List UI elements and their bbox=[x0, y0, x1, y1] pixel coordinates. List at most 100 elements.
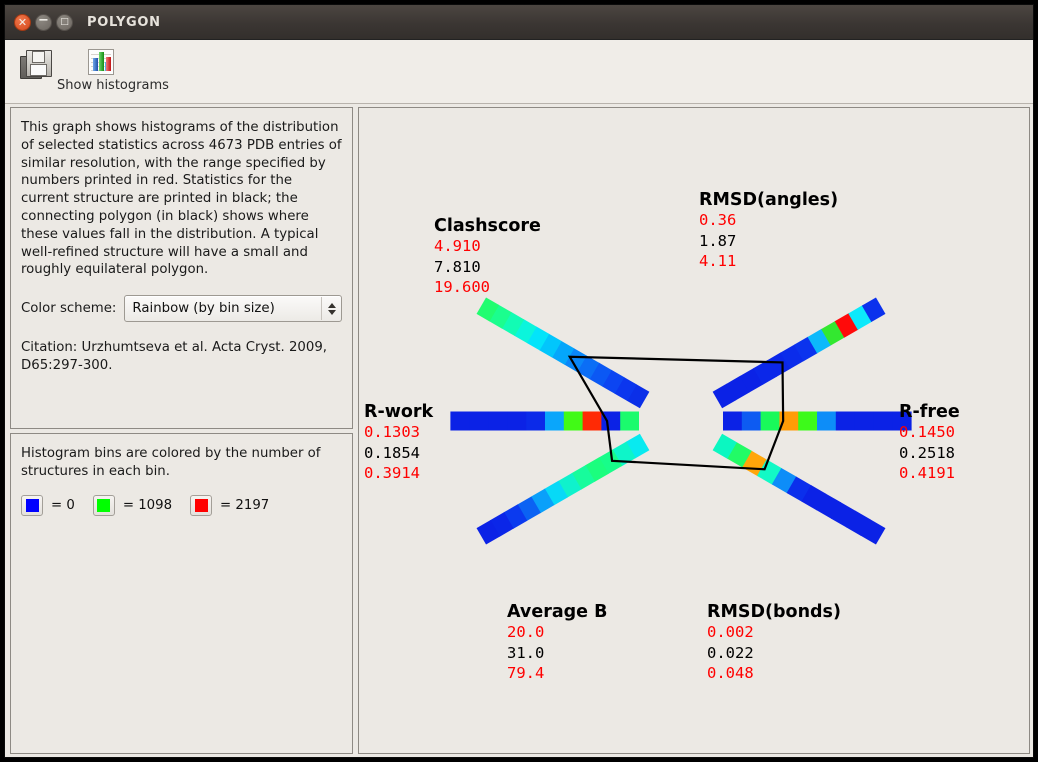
histogram-bin bbox=[503, 504, 528, 529]
histogram-bin bbox=[469, 411, 489, 431]
color-scheme-label: Color scheme: bbox=[21, 301, 117, 317]
color-scheme-row: Color scheme: Rainbow (by bin size) bbox=[21, 295, 342, 323]
histogram-bin bbox=[525, 411, 545, 431]
info-panel: This graph shows histograms of the distr… bbox=[10, 107, 353, 429]
histogram-bin bbox=[601, 369, 625, 394]
chevron-up-icon bbox=[327, 302, 336, 308]
connecting-polygon bbox=[567, 355, 785, 471]
histogram-bin bbox=[490, 512, 514, 537]
histogram-bin bbox=[489, 304, 512, 329]
axis-label-average-b: Average B 20.0 31.0 79.4 bbox=[507, 602, 608, 683]
close-icon: ✕ bbox=[17, 15, 28, 29]
save-button[interactable] bbox=[19, 46, 53, 80]
histogram-bin bbox=[854, 411, 874, 431]
window-minimize-button[interactable]: − bbox=[35, 13, 52, 31]
histogram-bin bbox=[860, 519, 886, 545]
histogram-bin bbox=[625, 433, 650, 459]
polygon-svg bbox=[450, 297, 912, 545]
window-maximize-button[interactable]: □ bbox=[56, 13, 73, 31]
histogram-bin bbox=[835, 411, 856, 431]
histogram-bin bbox=[576, 355, 600, 380]
histogram-bin bbox=[476, 519, 501, 545]
polygon-window: ✕ − □ POLYGON bbox=[4, 4, 1034, 758]
histogram-bin bbox=[551, 340, 575, 365]
histogram-bin bbox=[600, 411, 621, 431]
window-close-button[interactable]: ✕ bbox=[14, 13, 31, 31]
legend-swatch-green bbox=[92, 494, 115, 516]
histogram-bin bbox=[514, 319, 537, 344]
histogram-bin bbox=[834, 313, 859, 338]
axis-label-r-work: R-work 0.1303 0.1854 0.3914 bbox=[364, 402, 434, 483]
histogram-bin bbox=[798, 411, 818, 431]
save-floppy-icon bbox=[19, 46, 53, 80]
legend-panel: Histogram bins are colored by the number… bbox=[10, 433, 353, 754]
histogram-bin bbox=[506, 411, 527, 431]
histogram-bin bbox=[794, 336, 818, 362]
show-histograms-label: Show histograms bbox=[57, 78, 169, 93]
color-scheme-value: Rainbow (by bin size) bbox=[132, 301, 275, 317]
axis-label-r-free: R-free 0.1450 0.2518 0.4191 bbox=[899, 402, 960, 483]
histogram-bin bbox=[614, 377, 637, 401]
histogram-bin bbox=[760, 411, 780, 431]
histogram-bin bbox=[530, 488, 555, 514]
legend-description: Histogram bins are colored by the number… bbox=[21, 446, 321, 479]
histogram-bin bbox=[598, 449, 623, 475]
toolbar: Show histograms bbox=[5, 40, 1033, 104]
histogram-bars-icon bbox=[85, 46, 119, 80]
histogram-bin bbox=[612, 441, 636, 467]
title-bar: ✕ − □ POLYGON bbox=[5, 5, 1033, 40]
histogram-bin bbox=[712, 383, 737, 409]
histogram-bin bbox=[807, 328, 832, 354]
histogram-bin bbox=[780, 344, 805, 370]
legend-label-green: = 1098 bbox=[122, 497, 173, 513]
legend-swatch-red bbox=[190, 494, 213, 516]
left-column: This graph shows histograms of the distr… bbox=[10, 107, 353, 754]
histogram-bin bbox=[821, 320, 845, 346]
polygon-plot[interactable]: Clashscore 4.910 7.810 19.600 RMSD(angle… bbox=[358, 107, 1030, 754]
histogram-bin bbox=[723, 411, 743, 431]
legend-label-red: = 2197 bbox=[220, 497, 270, 513]
histogram-bin bbox=[753, 360, 777, 385]
info-description: This graph shows histograms of the distr… bbox=[21, 120, 342, 278]
histogram-bin bbox=[564, 348, 587, 373]
histogram-bin bbox=[848, 305, 872, 330]
legend-swatch-row: = 0 = 1098 = 2197 bbox=[21, 494, 342, 516]
histogram-bin bbox=[619, 411, 639, 431]
content-area: This graph shows histograms of the distr… bbox=[5, 104, 1033, 757]
maximize-icon: □ bbox=[60, 16, 69, 27]
histogram-bin bbox=[585, 457, 609, 482]
histogram-bin bbox=[582, 411, 602, 431]
histogram-bin bbox=[488, 411, 508, 431]
histogram-bin bbox=[526, 326, 550, 351]
chevron-down-icon bbox=[327, 309, 336, 315]
histogram-bin bbox=[741, 411, 762, 431]
axis-label-rmsd-bonds: RMSD(bonds) 0.002 0.022 0.048 bbox=[707, 602, 841, 683]
histogram-bin bbox=[450, 411, 470, 431]
color-scheme-select[interactable]: Rainbow (by bin size) bbox=[124, 295, 342, 323]
histogram-bin bbox=[861, 297, 886, 323]
histogram-bin bbox=[626, 384, 650, 409]
histogram-bin bbox=[557, 472, 582, 498]
histogram-bin bbox=[873, 411, 893, 431]
histogram-bin bbox=[766, 352, 791, 377]
histogram-bin bbox=[539, 333, 562, 358]
legend-label-blue: = 0 bbox=[51, 497, 75, 513]
histogram-bin bbox=[892, 411, 912, 431]
histogram-bin bbox=[517, 496, 541, 522]
window-title: POLYGON bbox=[87, 14, 161, 30]
histogram-bin bbox=[476, 297, 500, 322]
legend-swatch-blue bbox=[21, 494, 43, 516]
histogram-bin bbox=[817, 411, 837, 431]
histogram-bin bbox=[739, 367, 764, 393]
axis-label-clashscore: Clashscore 4.910 7.810 19.600 bbox=[434, 216, 541, 297]
axis-label-rmsd-angles: RMSD(angles) 0.36 1.87 4.11 bbox=[699, 190, 839, 271]
citation-text: Citation: Urzhumtseva et al. Acta Cryst.… bbox=[21, 340, 328, 373]
histogram-bin bbox=[779, 411, 799, 431]
histogram-bin bbox=[563, 411, 583, 431]
spinner-arrows-icon[interactable] bbox=[321, 297, 341, 321]
histogram-bin bbox=[726, 375, 750, 401]
minimize-icon: − bbox=[38, 13, 49, 28]
show-histograms-button[interactable] bbox=[85, 46, 119, 80]
histogram-bin bbox=[501, 311, 525, 336]
histogram-bin bbox=[544, 480, 568, 506]
